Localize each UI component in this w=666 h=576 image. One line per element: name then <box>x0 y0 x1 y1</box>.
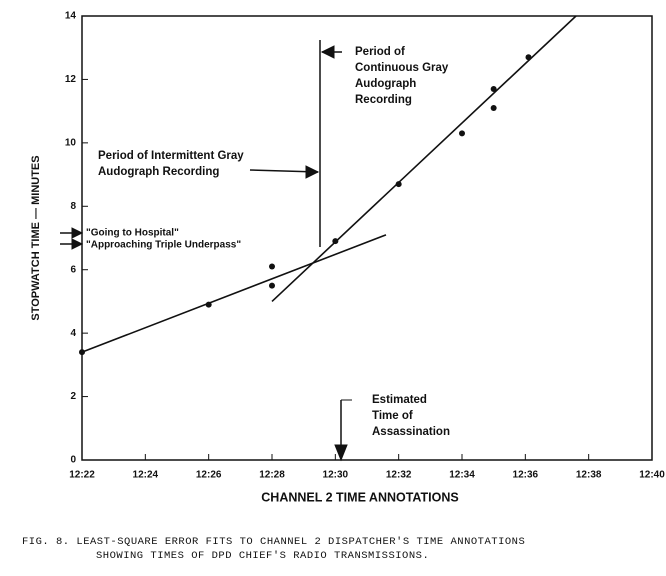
arrow-head <box>71 227 84 239</box>
y-tick-label: 12 <box>65 74 77 85</box>
data-point <box>79 349 85 356</box>
annotation: Continuous Gray <box>355 62 449 74</box>
y-tick-label: 2 <box>70 391 76 402</box>
caption: SHOWING TIMES OF DPD CHIEF'S RADIO TRANS… <box>96 550 429 562</box>
y-tick-label: 6 <box>70 264 76 275</box>
x-tick-label: 12:34 <box>449 470 475 481</box>
plot-frame <box>81 15 653 461</box>
annotation: "Approaching Triple Underpass" <box>86 240 241 251</box>
data-point <box>490 85 497 92</box>
data-point <box>332 238 339 245</box>
annotation: Audograph <box>355 78 416 90</box>
fit-line <box>271 15 577 303</box>
x-tick-label: 12:40 <box>639 470 665 481</box>
annotation: Assassination <box>372 426 450 438</box>
data-point <box>525 54 532 61</box>
y-tick-label: 8 <box>70 201 76 212</box>
annotation: Time of <box>372 410 413 422</box>
annotation: Period of <box>355 46 405 58</box>
annotation: Audograph Recording <box>98 166 219 178</box>
y-tick-label: 4 <box>70 328 76 339</box>
data-point <box>459 130 465 137</box>
data-point <box>395 181 402 188</box>
arrow-head <box>305 165 320 179</box>
data-point <box>269 263 275 270</box>
x-axis-label: CHANNEL 2 TIME ANNOTATIONS <box>261 490 458 504</box>
x-tick-label: 12:26 <box>196 470 222 481</box>
x-tick-label: 12:38 <box>576 470 602 481</box>
x-tick-label: 12:24 <box>133 470 159 481</box>
x-tick-label: 12:22 <box>69 470 95 481</box>
caption: FIG. 8. LEAST-SQUARE ERROR FITS TO CHANN… <box>22 536 525 548</box>
arrow-head <box>71 238 84 250</box>
annotation: Recording <box>355 94 412 106</box>
fit-line <box>81 234 387 353</box>
x-tick-label: 12:36 <box>513 470 539 481</box>
y-tick-label: 14 <box>65 11 77 22</box>
annotation: Estimated <box>372 394 427 406</box>
y-tick-label: 0 <box>70 455 76 466</box>
data-point <box>205 301 212 308</box>
x-tick-label: 12:32 <box>386 470 412 481</box>
annotation: Period of Intermittent Gray <box>98 150 244 162</box>
data-point <box>490 104 497 111</box>
arrow-head <box>334 444 348 462</box>
arrow-head <box>320 45 335 59</box>
annotation: "Going to Hospital" <box>86 228 179 239</box>
data-point <box>269 282 275 289</box>
x-tick-label: 12:28 <box>259 470 285 481</box>
y-tick-label: 10 <box>65 137 77 148</box>
x-tick-label: 12:30 <box>323 470 349 481</box>
y-axis-label: STOPWATCH TIME — MINUTES <box>30 155 42 320</box>
